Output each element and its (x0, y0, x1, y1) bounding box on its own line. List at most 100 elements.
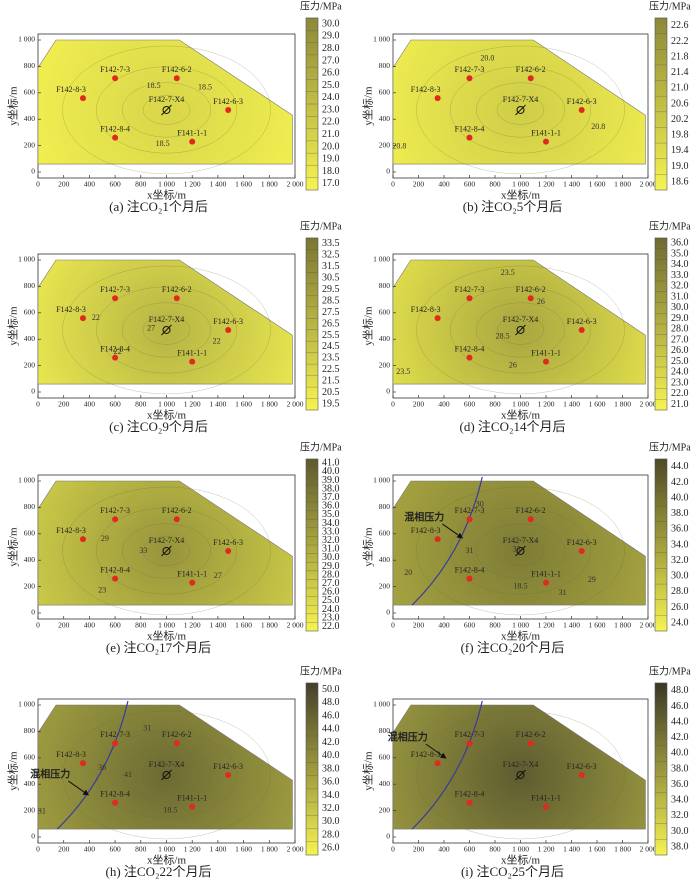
colorbar-label: 27.0 (322, 55, 340, 66)
colorbar-label: 36.0 (671, 779, 689, 790)
colorbar-label: 34.0 (671, 259, 689, 270)
x-tick-label: 400 (84, 400, 96, 409)
colorbar-label: 23.0 (322, 104, 340, 115)
colorbar-title: 压力/MPa (649, 219, 691, 232)
isoline (476, 523, 565, 579)
x-tick-label: 1 600 (589, 621, 606, 630)
x-tick-label: 1 200 (538, 621, 555, 630)
colorbar-label: 38.0 (322, 763, 340, 774)
caption: (c) 注CO₂9个月后 (109, 419, 208, 434)
colorbar-label: 30.0 (322, 816, 340, 827)
colorbar-label: 28.0 (322, 829, 340, 840)
panel: 0 200 400 600 800 1 000 1 200 1 400 1 600 1 800 2 … (6, 440, 343, 655)
colorbar-label: 22.2 (671, 36, 689, 47)
isoline (416, 710, 625, 840)
colorbar-label: 34.0 (322, 790, 340, 801)
well (434, 760, 441, 767)
well (79, 315, 86, 322)
x-axis-label: x坐标/m (501, 408, 541, 422)
y-axis-label: y坐标/m (6, 86, 20, 126)
x-tick-label: 200 (413, 400, 425, 409)
contour-label: 20.8 (392, 142, 406, 151)
well-label: F141-1-1 (531, 793, 561, 802)
contour-label: 27 (147, 323, 155, 332)
isoline (62, 486, 271, 616)
x-tick-label: 1 000 (158, 621, 175, 630)
colorbar-label: 27.0 (322, 578, 340, 589)
contour-label: 36 (98, 763, 106, 772)
y-tick-label: 1 000 (18, 700, 35, 709)
contour-label: 31 (559, 588, 567, 597)
well-label: F142-8-3 (411, 750, 441, 759)
contour-label: 27 (214, 571, 222, 580)
contour-label: 20.0 (480, 53, 494, 62)
panel: 0 200 400 600 800 1 000 1 200 1 400 1 600 1 800 2 … (361, 0, 692, 214)
colorbar-label: 39.0 (322, 475, 340, 486)
x-tick-label: 0 (391, 845, 395, 854)
colorbar-label: 22.0 (671, 388, 689, 399)
well-label: F142-8-4 (100, 566, 130, 575)
colorbar-label: 32.0 (671, 810, 689, 821)
well (112, 295, 119, 302)
isoline (450, 66, 591, 154)
x-tick-label: 1 600 (235, 400, 252, 409)
contour-label: 26 (509, 360, 517, 369)
y-tick-label: 0 (31, 608, 35, 617)
x-tick-label: 1 800 (261, 845, 278, 854)
y-tick-label: 600 (24, 308, 36, 317)
miscible-front (411, 700, 483, 830)
well (112, 516, 119, 523)
x-tick-label: 2 000 (287, 180, 304, 189)
x-tick-label: 200 (58, 845, 70, 854)
x-tick-label: 1 400 (563, 180, 580, 189)
well-label: F142-6-3 (567, 538, 597, 547)
x-tick-label: 1 200 (184, 845, 201, 854)
colorbar-label: 27.5 (322, 307, 340, 318)
well (466, 75, 473, 82)
contour-label: 18.5 (147, 81, 161, 90)
well (434, 95, 441, 102)
isoline (496, 760, 545, 790)
x-tick-label: 2 000 (640, 621, 657, 630)
isoline (476, 747, 565, 803)
x-tick-label: 1 200 (538, 400, 555, 409)
well-label: F142-8-4 (455, 345, 485, 354)
x-axis-label: x坐标/m (501, 188, 541, 202)
pressure-field (392, 704, 646, 830)
x-tick-label: 200 (58, 621, 70, 630)
well-label: F142-7-3 (100, 65, 130, 74)
colorbar-label: 40.0 (671, 492, 689, 503)
isoline (142, 760, 191, 790)
y-tick-label: 400 (379, 779, 391, 788)
well (434, 315, 441, 322)
contour-label: 20.8 (591, 122, 605, 131)
isoline (496, 95, 545, 125)
panel: 0 200 400 600 800 1 000 1 200 1 400 1 600 1 800 2 … (6, 219, 343, 434)
y-tick-label: 800 (24, 502, 36, 511)
colorbar-label: 29.0 (322, 31, 340, 42)
isoline (96, 731, 237, 819)
well-label: F141-1-1 (531, 128, 561, 137)
x-tick-label: 0 (391, 180, 395, 189)
colorbar-label: 40.0 (322, 750, 340, 761)
annotation: 混相压力 (30, 767, 70, 780)
annotation-arrow (425, 743, 447, 759)
x-tick-label: 1 000 (512, 180, 529, 189)
colorbar-label: 26.0 (671, 345, 689, 356)
y-tick-label: 400 (24, 114, 36, 123)
colorbar-label: 21.0 (322, 129, 340, 140)
y-tick-label: 800 (24, 281, 36, 290)
colorbar-label: 24.0 (322, 92, 340, 103)
x-tick-label: 1 800 (614, 621, 631, 630)
panel: 0 200 400 600 800 1 000 1 200 1 400 1 600 1 800 2 … (361, 664, 692, 879)
y-axis-label: y坐标/m (361, 751, 375, 791)
contour-label: 28.5 (496, 331, 510, 340)
well-label: F142-6-2 (162, 65, 192, 74)
isoline (416, 265, 625, 395)
y-tick-label: 600 (24, 753, 36, 762)
contour-label: 18.5 (163, 805, 177, 814)
well-label: F142-8-4 (100, 790, 130, 799)
colorbar-label: 22.6 (671, 20, 689, 31)
x-tick-label: 1 400 (209, 621, 226, 630)
y-tick-label: 1 000 (18, 476, 35, 485)
